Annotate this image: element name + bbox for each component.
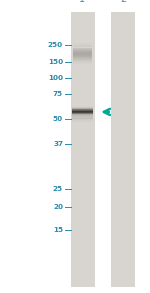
Text: 25: 25 (53, 186, 63, 192)
Text: 20: 20 (53, 204, 63, 209)
Bar (73, 58, 92, 59)
Bar (73, 45, 92, 46)
Bar (73, 54, 92, 55)
Text: 50: 50 (53, 116, 63, 122)
Bar (72, 116, 93, 117)
Bar (73, 49, 92, 50)
Bar (73, 52, 92, 53)
Bar (73, 50, 92, 51)
Text: 37: 37 (53, 141, 63, 147)
Bar (72, 113, 93, 114)
Bar (72, 120, 93, 121)
Bar (73, 62, 92, 63)
Bar (73, 60, 92, 61)
Bar (72, 111, 93, 112)
Bar (73, 63, 92, 64)
Bar (70, 12, 94, 287)
Bar (72, 118, 93, 119)
Bar (73, 61, 92, 62)
Bar (72, 117, 93, 118)
Bar (72, 114, 93, 115)
Text: 100: 100 (48, 75, 63, 81)
Bar (73, 46, 92, 47)
Text: 150: 150 (48, 59, 63, 64)
Bar (72, 108, 93, 109)
Bar (72, 106, 93, 107)
Text: 250: 250 (48, 42, 63, 48)
Bar (72, 117, 93, 118)
Bar (72, 122, 93, 123)
Text: 75: 75 (53, 91, 63, 97)
Bar (73, 47, 92, 48)
Bar (72, 121, 93, 122)
Text: 1: 1 (80, 0, 85, 4)
Bar (73, 53, 92, 54)
Bar (72, 107, 93, 108)
Bar (72, 116, 93, 117)
Bar (111, 12, 135, 287)
Bar (72, 112, 93, 113)
Bar (73, 44, 92, 45)
Bar (73, 55, 92, 56)
Bar (73, 43, 92, 44)
Bar (73, 57, 92, 58)
Bar (73, 56, 92, 57)
Text: 15: 15 (53, 227, 63, 233)
Bar (73, 51, 92, 52)
Bar (73, 59, 92, 60)
Text: 2: 2 (120, 0, 126, 4)
Bar (72, 110, 93, 111)
Bar (72, 119, 93, 120)
Bar (73, 48, 92, 49)
Bar (72, 115, 93, 116)
